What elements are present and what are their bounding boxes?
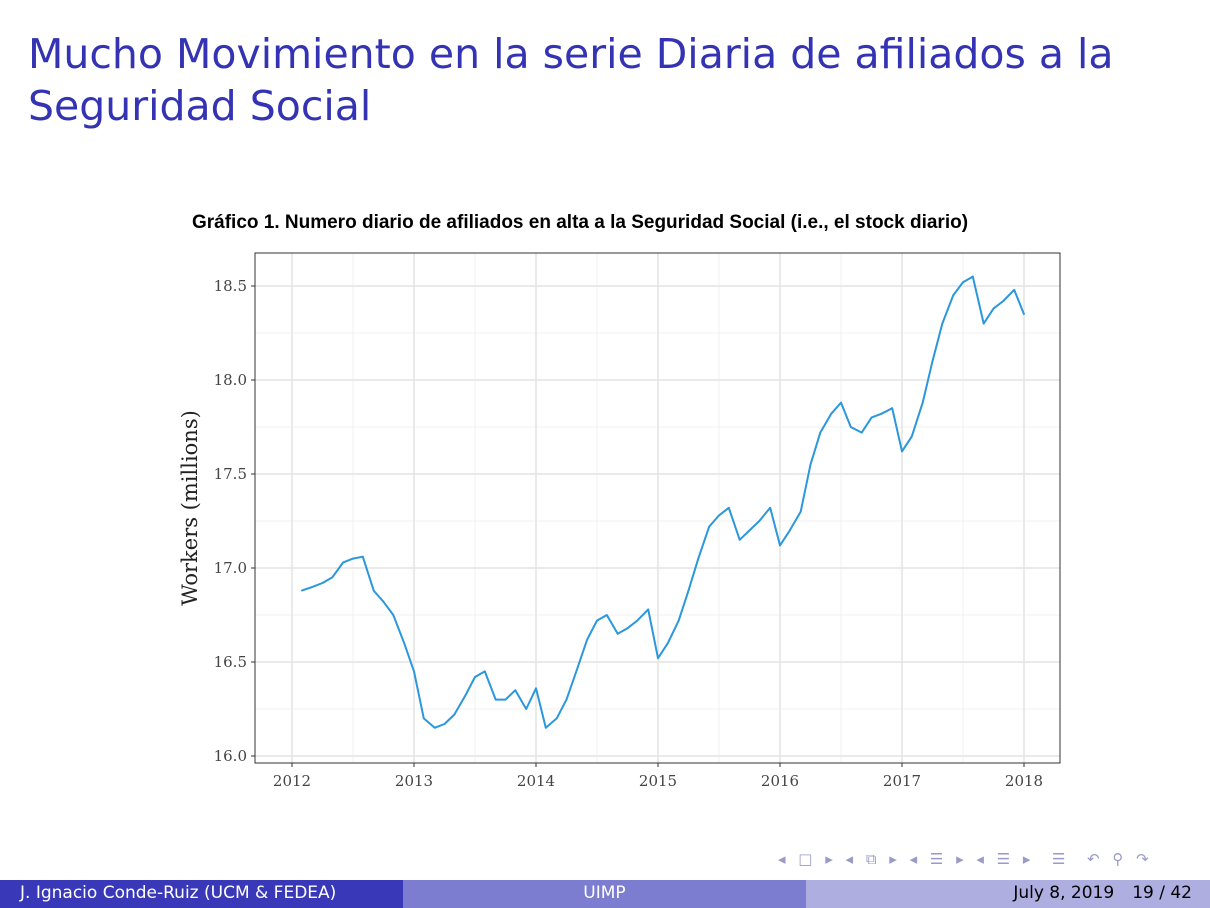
data-point bbox=[311, 586, 314, 588]
data-point bbox=[708, 525, 711, 528]
plot-border bbox=[254, 252, 1061, 764]
series-line bbox=[301, 275, 1025, 729]
data-point bbox=[514, 689, 517, 691]
y-tick-label: 18.5 bbox=[214, 277, 247, 295]
data-point bbox=[453, 713, 456, 716]
data-point bbox=[677, 619, 680, 622]
y-axis-label: Workers (millions) bbox=[178, 410, 202, 606]
slide-title: Mucho Movimiento en la serie Diaria de a… bbox=[28, 30, 1114, 130]
data-point bbox=[392, 614, 395, 616]
data-point bbox=[799, 510, 802, 513]
x-tick-label: 2015 bbox=[639, 772, 677, 790]
data-point bbox=[769, 507, 772, 509]
data-point bbox=[992, 307, 995, 310]
data-point bbox=[666, 642, 669, 644]
data-point bbox=[962, 281, 964, 284]
x-tick-label: 2017 bbox=[883, 772, 921, 790]
data-point bbox=[830, 413, 833, 415]
data-point bbox=[910, 435, 913, 438]
data-point bbox=[971, 275, 974, 278]
data-point bbox=[880, 413, 883, 415]
data-point bbox=[321, 582, 324, 584]
footer-right: July 8, 2019 19 / 42 bbox=[806, 880, 1210, 908]
data-point bbox=[748, 529, 751, 532]
data-point bbox=[891, 407, 894, 410]
data-point bbox=[586, 638, 589, 641]
y-tick-label: 16.0 bbox=[214, 747, 247, 765]
data-point bbox=[433, 727, 436, 729]
data-point bbox=[413, 670, 415, 673]
data-point bbox=[849, 426, 852, 428]
data-point bbox=[788, 529, 791, 532]
x-tick-label: 2014 bbox=[517, 772, 555, 790]
data-point bbox=[535, 687, 537, 690]
data-point bbox=[819, 431, 822, 434]
data-point bbox=[464, 695, 467, 697]
data-point bbox=[403, 642, 406, 644]
footer-author: J. Ignacio Conde-Ruiz (UCM & FEDEA) bbox=[0, 880, 403, 908]
data-point bbox=[372, 589, 375, 592]
data-point bbox=[525, 708, 528, 710]
data-point bbox=[840, 401, 842, 404]
footer-institution: UIMP bbox=[403, 880, 806, 908]
chart-title: Gráfico 1. Numero diario de afiliados en… bbox=[191, 212, 969, 233]
data-point bbox=[474, 676, 476, 678]
data-point bbox=[544, 727, 547, 729]
data-point bbox=[809, 463, 812, 466]
data-point bbox=[870, 416, 873, 419]
data-point bbox=[982, 322, 985, 325]
data-point bbox=[483, 670, 486, 673]
data-point bbox=[616, 633, 619, 635]
data-point bbox=[342, 561, 345, 564]
beamer-navigation[interactable]: ◂ □ ▸ ◂ ⧉ ▸ ◂ ☰ ▸ ◂ ☰ ▸ ☰ ↶ ⚲ ↷ bbox=[778, 850, 1153, 868]
x-tick-label: 2012 bbox=[273, 772, 311, 790]
data-point bbox=[1002, 300, 1005, 302]
data-point bbox=[860, 431, 863, 434]
data-point bbox=[697, 557, 700, 560]
y-tick-label: 16.5 bbox=[214, 653, 247, 671]
x-tick-label: 2016 bbox=[761, 772, 799, 790]
data-point bbox=[931, 360, 934, 363]
footer-date: July 8, 2019 bbox=[1013, 883, 1115, 903]
data-point bbox=[941, 322, 944, 325]
y-tick-label: 18.0 bbox=[214, 371, 247, 389]
data-point bbox=[738, 539, 741, 541]
data-point bbox=[352, 557, 354, 560]
data-point bbox=[596, 619, 598, 622]
data-point bbox=[555, 717, 558, 720]
y-tick-label: 17.5 bbox=[214, 465, 247, 483]
data-point bbox=[657, 657, 659, 660]
data-point bbox=[300, 589, 303, 592]
data-point bbox=[382, 601, 385, 603]
data-point bbox=[952, 294, 955, 297]
data-point bbox=[494, 698, 497, 701]
data-point bbox=[443, 723, 446, 725]
x-tick-label: 2013 bbox=[395, 772, 433, 790]
data-point bbox=[1013, 288, 1016, 291]
data-point bbox=[605, 614, 608, 616]
footer-page[interactable]: 19 / 42 bbox=[1132, 883, 1192, 903]
data-point bbox=[687, 589, 690, 592]
data-point bbox=[901, 450, 903, 453]
slide-footer: J. Ignacio Conde-Ruiz (UCM & FEDEA) UIMP… bbox=[0, 880, 1210, 908]
data-point bbox=[565, 698, 568, 701]
data-point bbox=[575, 670, 578, 673]
data-point bbox=[727, 507, 730, 509]
data-point bbox=[331, 576, 334, 579]
data-point bbox=[779, 544, 781, 547]
data-point bbox=[626, 627, 629, 629]
data-point bbox=[422, 717, 425, 720]
data-point bbox=[718, 514, 720, 517]
x-tick-label: 2018 bbox=[1005, 772, 1043, 790]
data-point bbox=[361, 555, 364, 558]
data-point bbox=[1023, 313, 1025, 316]
data-point bbox=[504, 698, 507, 701]
data-point bbox=[921, 401, 924, 404]
data-point bbox=[647, 608, 650, 611]
data-point bbox=[758, 520, 761, 522]
data-point bbox=[636, 619, 639, 622]
y-tick-label: 17.0 bbox=[214, 559, 247, 577]
